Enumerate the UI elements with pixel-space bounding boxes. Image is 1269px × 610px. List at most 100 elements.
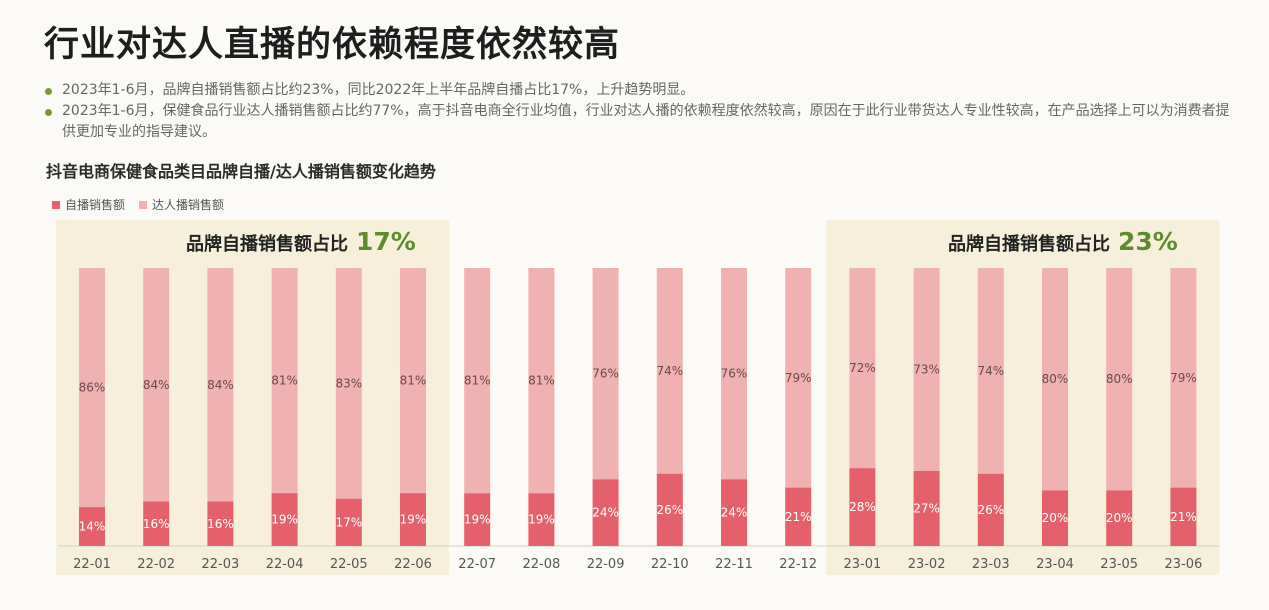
x-tick-label: 22-08 [523, 557, 561, 572]
data-label-influencer: 84% [207, 378, 234, 392]
x-tick-label: 22-10 [651, 557, 689, 572]
bar-self [913, 470, 940, 546]
bar-self [79, 507, 105, 546]
bar-self [656, 473, 683, 546]
highlight-panel-1 [56, 220, 449, 575]
bar-influencer [464, 268, 491, 494]
data-label-self: 17% [335, 515, 362, 529]
data-label-self: 20% [1106, 511, 1133, 525]
x-tick-label: 22-01 [73, 557, 111, 572]
bar-self [207, 501, 234, 546]
bar-self [271, 493, 298, 546]
data-label-influencer: 80% [1106, 372, 1133, 386]
data-label-influencer: 84% [143, 378, 170, 392]
bar-influencer [977, 268, 1004, 474]
data-label-self: 26% [656, 503, 683, 517]
bullet-1: 2023年1-6月，品牌自播销售额占比约23%，同比2022年上半年品牌自播占比… [44, 80, 1239, 101]
legend-label-self: 自播销售额 [65, 198, 126, 212]
x-tick-label: 23-04 [1036, 557, 1074, 572]
data-label-influencer: 81% [271, 374, 298, 388]
data-label-self: 24% [592, 506, 619, 520]
data-label-influencer: 76% [721, 367, 748, 381]
data-label-influencer: 79% [785, 371, 812, 385]
x-tick-label: 22-11 [715, 557, 753, 572]
x-tick-label: 23-05 [1100, 557, 1138, 572]
legend-item-influencer: 达人播销售额 [139, 196, 224, 213]
bullet-2: 2023年1-6月，保健食品行业达人播销售额占比约77%，高于抖音电商全行业均值… [44, 101, 1239, 143]
legend-item-self: 自播销售额 [52, 196, 125, 213]
data-label-influencer: 80% [1042, 372, 1069, 386]
data-label-self: 27% [913, 501, 940, 515]
highlight-label-2023: 品牌自播销售额占比 [948, 234, 1110, 255]
bar-self [721, 479, 747, 546]
data-label-self: 16% [207, 517, 234, 531]
summary-bullets: 2023年1-6月，品牌自播销售额占比约23%，同比2022年上半年品牌自播占比… [44, 80, 1239, 143]
x-tick-label: 23-06 [1165, 557, 1203, 572]
data-label-influencer: 74% [977, 364, 1004, 378]
bar-influencer [400, 268, 426, 494]
data-label-influencer: 73% [913, 362, 940, 376]
bar-self [464, 493, 491, 546]
bar-self [1170, 487, 1197, 546]
data-label-self: 14% [79, 520, 106, 534]
bar-influencer [1106, 268, 1133, 491]
legend-swatch-influencer [139, 200, 148, 209]
x-tick-label: 22-12 [779, 557, 817, 572]
x-tick-label: 22-07 [458, 557, 496, 572]
data-label-self: 26% [977, 503, 1004, 517]
bar-self [400, 493, 426, 546]
data-label-influencer: 86% [79, 381, 106, 395]
bar-influencer [785, 268, 812, 488]
x-tick-label: 22-09 [587, 557, 625, 572]
legend-label-influencer: 达人播销售额 [152, 198, 225, 212]
bar-influencer [143, 268, 170, 502]
data-label-influencer: 83% [335, 376, 362, 390]
x-tick-label: 22-06 [394, 557, 432, 572]
x-tick-label: 23-01 [844, 557, 882, 572]
data-label-influencer: 81% [400, 374, 427, 388]
highlight-label-2022: 品牌自播销售额占比 [186, 234, 348, 255]
data-label-self: 19% [464, 513, 491, 527]
bar-self [592, 479, 619, 546]
data-label-self: 24% [721, 506, 748, 520]
x-tick-label: 23-03 [972, 557, 1010, 572]
data-label-influencer: 79% [1170, 371, 1197, 385]
x-tick-label: 22-04 [266, 557, 304, 572]
bar-influencer [656, 268, 683, 474]
bar-influencer [79, 268, 105, 508]
bar-influencer [849, 268, 876, 469]
bar-influencer [913, 268, 940, 471]
highlight-annotation-2023: 品牌自播销售额占比 23% [948, 227, 1178, 256]
data-label-influencer: 76% [592, 367, 619, 381]
data-label-self: 21% [785, 510, 812, 524]
bar-self [143, 501, 170, 546]
data-label-self: 21% [1170, 510, 1197, 524]
bar-self [1042, 490, 1068, 546]
bar-influencer [335, 268, 362, 499]
data-label-self: 19% [271, 513, 298, 527]
x-tick-label: 22-02 [137, 557, 175, 572]
x-tick-label: 22-03 [202, 557, 240, 572]
bar-influencer [528, 268, 555, 494]
chart-title: 抖音电商保健食品类目品牌自播/达人播销售额变化趋势 [46, 162, 436, 181]
bar-influencer [207, 268, 234, 502]
bar-self [1106, 490, 1133, 546]
chart-legend: 自播销售额 达人播销售额 [52, 196, 224, 213]
bar-self [528, 493, 555, 546]
data-label-influencer: 81% [528, 374, 555, 388]
data-label-self: 19% [400, 513, 427, 527]
bar-influencer [721, 268, 747, 480]
data-label-self: 16% [143, 517, 170, 531]
x-tick-label: 23-02 [908, 557, 946, 572]
page-title: 行业对达人直播的依赖程度依然较高 [44, 25, 621, 65]
legend-swatch-self [52, 200, 60, 209]
highlight-value-2023: 23% [1118, 227, 1178, 256]
bar-self [785, 487, 812, 546]
bar-self [335, 498, 362, 546]
highlight-value-2022: 17% [356, 227, 416, 256]
data-label-influencer: 72% [849, 361, 876, 375]
data-label-influencer: 74% [656, 364, 683, 378]
bar-self [849, 468, 876, 546]
bar-influencer [592, 268, 619, 480]
